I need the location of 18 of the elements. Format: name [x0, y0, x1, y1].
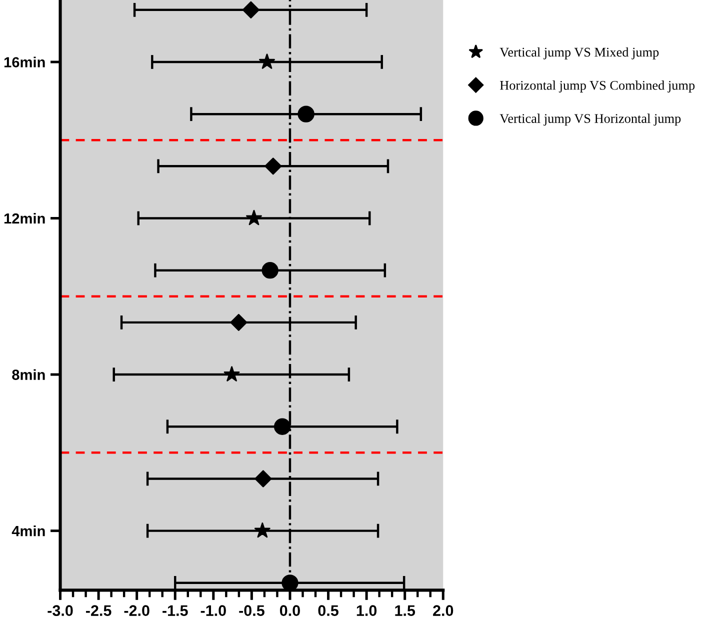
legend-label: Horizontal jump VS Combined jump — [500, 80, 695, 92]
x-tick-label: 2.0 — [433, 605, 454, 616]
y-tick-label: 12min — [4, 212, 45, 224]
y-tick-label: 8min — [12, 369, 45, 380]
x-tick-label: -0.5 — [239, 605, 264, 616]
x-tick-label: -1.0 — [200, 605, 226, 616]
x-tick-label: 1.5 — [395, 605, 416, 616]
x-tick-label: 1.0 — [356, 605, 377, 616]
legend-label: Vertical jump VS Horizontal jump — [500, 114, 681, 126]
y-tick-label: 16min — [4, 56, 45, 68]
x-tick-label: -3.0 — [48, 605, 73, 616]
x-tick-label: -2.0 — [124, 605, 150, 616]
x-tick-label: 0.0 — [280, 605, 300, 616]
x-tick-label: -1.5 — [162, 605, 188, 616]
y-tick-label: 4min — [12, 526, 45, 536]
legend-label: Vertical jump VS Mixed jump — [500, 47, 659, 60]
x-tick-label: 0.5 — [318, 605, 338, 616]
x-tick-label: -2.5 — [86, 605, 112, 616]
